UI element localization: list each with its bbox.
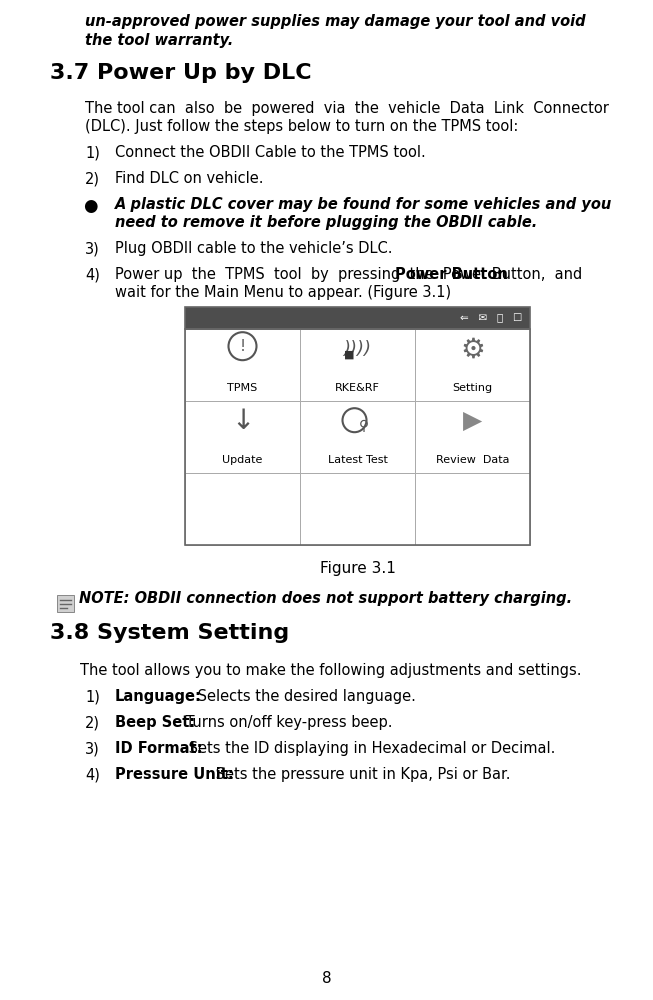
- Text: A plastic DLC cover may be found for some vehicles and you: A plastic DLC cover may be found for som…: [115, 197, 613, 212]
- Text: TPMS: TPMS: [227, 383, 258, 393]
- Text: ●: ●: [83, 197, 97, 215]
- Bar: [300, 329, 415, 401]
- Text: wait for the Main Menu to appear. (Figure 3.1): wait for the Main Menu to appear. (Figur…: [115, 285, 451, 300]
- Bar: [185, 329, 300, 401]
- Bar: [300, 473, 415, 545]
- Text: ▶: ▶: [463, 409, 482, 433]
- Text: 2): 2): [85, 171, 100, 186]
- Text: 3.8 System Setting: 3.8 System Setting: [50, 623, 289, 643]
- Text: ⇐   ✉   Ⓞ   ☐: ⇐ ✉ Ⓞ ☐: [460, 313, 522, 323]
- Text: ID Format:: ID Format:: [115, 741, 202, 756]
- Text: 2): 2): [85, 715, 100, 730]
- Text: The tool allows you to make the following adjustments and settings.: The tool allows you to make the followin…: [80, 663, 582, 678]
- Bar: [415, 329, 530, 401]
- Text: Selects the desired language.: Selects the desired language.: [193, 689, 416, 704]
- Text: Connect the OBDII Cable to the TPMS tool.: Connect the OBDII Cable to the TPMS tool…: [115, 145, 426, 160]
- Text: Find DLC on vehicle.: Find DLC on vehicle.: [115, 171, 264, 186]
- Text: !: !: [240, 339, 246, 354]
- Text: Figure 3.1: Figure 3.1: [319, 561, 396, 576]
- Bar: [185, 307, 530, 329]
- Text: NOTE: OBDII connection does not support battery charging.: NOTE: OBDII connection does not support …: [79, 591, 572, 606]
- Text: Plug OBDII cable to the vehicle’s DLC.: Plug OBDII cable to the vehicle’s DLC.: [115, 241, 392, 256]
- Bar: [185, 401, 300, 473]
- Text: need to remove it before plugging the OBDII cable.: need to remove it before plugging the OB…: [115, 215, 537, 230]
- Text: ⚲: ⚲: [358, 419, 368, 433]
- Text: Sets the pressure unit in Kpa, Psi or Bar.: Sets the pressure unit in Kpa, Psi or Ba…: [211, 767, 511, 782]
- Text: The tool can  also  be  powered  via  the  vehicle  Data  Link  Connector: The tool can also be powered via the veh…: [85, 101, 609, 116]
- Text: 1): 1): [85, 689, 100, 704]
- Text: Review  Data: Review Data: [436, 455, 509, 465]
- Bar: [415, 473, 530, 545]
- Text: (DLC). Just follow the steps below to turn on the TPMS tool:: (DLC). Just follow the steps below to tu…: [85, 119, 518, 134]
- Text: the tool warranty.: the tool warranty.: [85, 33, 233, 48]
- Text: Update: Update: [222, 455, 263, 465]
- Text: Pressure Unit:: Pressure Unit:: [115, 767, 234, 782]
- Bar: [185, 473, 300, 545]
- Text: 3): 3): [85, 741, 100, 756]
- Text: ⚙: ⚙: [460, 335, 485, 363]
- Text: 3.7 Power Up by DLC: 3.7 Power Up by DLC: [50, 63, 311, 83]
- Text: Latest Test: Latest Test: [328, 455, 387, 465]
- Text: 4): 4): [85, 767, 100, 782]
- Text: 1): 1): [85, 145, 100, 160]
- Bar: [185, 307, 530, 329]
- Bar: [415, 401, 530, 473]
- Text: 4): 4): [85, 267, 100, 282]
- Bar: [185, 329, 530, 545]
- Text: un-approved power supplies may damage your tool and void: un-approved power supplies may damage yo…: [85, 14, 586, 29]
- Text: 8: 8: [322, 971, 331, 986]
- Text: Beep Set:: Beep Set:: [115, 715, 195, 730]
- Text: RKE&RF: RKE&RF: [335, 383, 380, 393]
- Text: Language:: Language:: [115, 689, 202, 704]
- Text: )))): )))): [343, 340, 372, 358]
- Text: Turns on/off key-press beep.: Turns on/off key-press beep.: [181, 715, 392, 730]
- Text: Setting: Setting: [453, 383, 492, 393]
- Bar: [57, 595, 74, 612]
- Text: Power up  the  TPMS  tool  by  pressing  the  Power Button,  and: Power up the TPMS tool by pressing the P…: [115, 267, 582, 282]
- Text: Sets the ID displaying in Hexadecimal or Decimal.: Sets the ID displaying in Hexadecimal or…: [184, 741, 555, 756]
- Text: ↓: ↓: [231, 407, 254, 435]
- Text: 3): 3): [85, 241, 100, 256]
- Bar: [300, 401, 415, 473]
- Text: ■: ■: [344, 349, 355, 359]
- Text: Power Button: Power Button: [395, 267, 508, 282]
